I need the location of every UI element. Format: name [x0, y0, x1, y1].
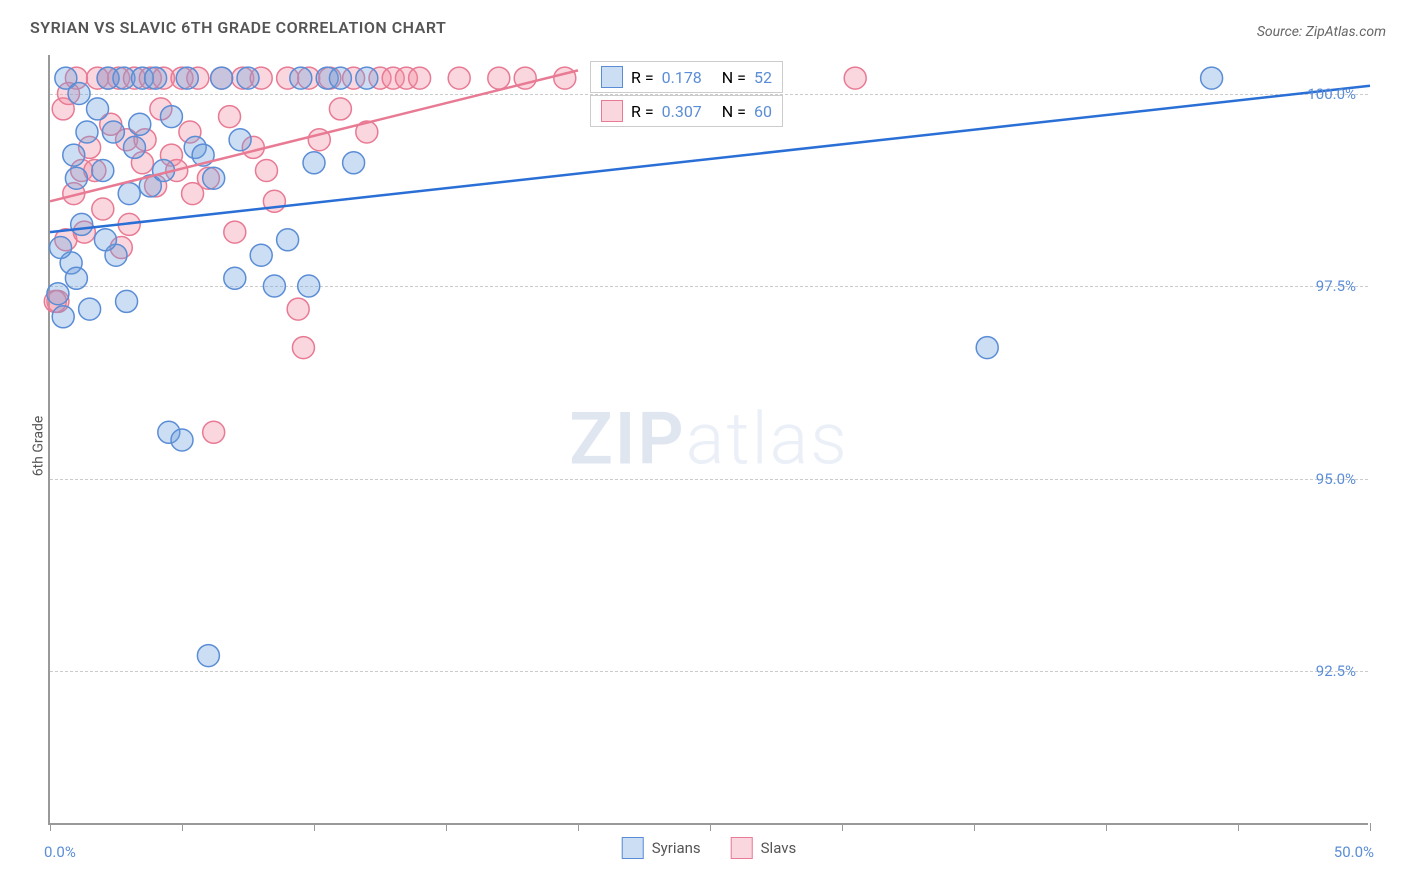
point-syrians — [52, 306, 74, 328]
point-syrians — [263, 275, 285, 297]
point-syrians — [277, 229, 299, 251]
point-syrians — [171, 429, 193, 451]
point-syrians — [118, 183, 140, 205]
point-syrians — [224, 267, 246, 289]
stats-row-slavs: R = 0.307 N = 60 — [590, 95, 783, 127]
point-syrians — [237, 67, 259, 89]
point-slavs — [292, 337, 314, 359]
point-slavs — [409, 67, 431, 89]
stats-swatch-slavs — [601, 100, 623, 122]
r-value-syrians: 0.178 — [662, 68, 702, 87]
point-syrians — [356, 67, 378, 89]
point-slavs — [182, 183, 204, 205]
point-slavs — [488, 67, 510, 89]
stats-row-syrians: R = 0.178 N = 52 — [590, 61, 783, 93]
point-slavs — [255, 160, 277, 182]
point-syrians — [116, 290, 138, 312]
point-slavs — [92, 198, 114, 220]
point-slavs — [224, 221, 246, 243]
point-syrians — [329, 67, 351, 89]
point-syrians — [298, 275, 320, 297]
n-value-slavs: 60 — [754, 102, 772, 121]
point-syrians — [203, 167, 225, 189]
point-syrians — [68, 83, 90, 105]
n-label: N = — [722, 102, 746, 121]
r-label: R = — [631, 102, 654, 121]
xtick — [1238, 823, 1239, 831]
point-syrians — [250, 244, 272, 266]
point-slavs — [448, 67, 470, 89]
xtick — [578, 823, 579, 831]
xtick — [842, 823, 843, 831]
point-slavs — [554, 67, 576, 89]
point-syrians — [129, 113, 151, 135]
r-label: R = — [631, 68, 654, 87]
chart-title: SYRIAN VS SLAVIC 6TH GRADE CORRELATION C… — [30, 18, 446, 37]
point-syrians — [303, 152, 325, 174]
ytick-label: 100.0% — [1307, 85, 1356, 103]
legend-swatch-slavs — [731, 837, 753, 859]
point-syrians — [63, 144, 85, 166]
series-legend: Syrians Slavs — [622, 837, 797, 859]
legend-label-slavs: Slavs — [761, 839, 797, 857]
y-axis-label: 6th Grade — [30, 416, 46, 477]
xtick-label-min: 0.0% — [44, 843, 76, 861]
xtick — [974, 823, 975, 831]
legend-item-slavs: Slavs — [731, 837, 797, 859]
n-label: N = — [722, 68, 746, 87]
source-label: Source: ZipAtlas.com — [1257, 24, 1386, 40]
point-syrians — [50, 237, 72, 259]
point-syrians — [145, 67, 167, 89]
point-slavs — [287, 298, 309, 320]
point-syrians — [211, 67, 233, 89]
legend-item-syrians: Syrians — [622, 837, 701, 859]
xtick — [1106, 823, 1107, 831]
point-syrians — [76, 121, 98, 143]
xtick-label-max: 50.0% — [1334, 843, 1374, 861]
ytick-label: 92.5% — [1316, 662, 1356, 680]
xtick — [314, 823, 315, 831]
point-syrians — [87, 98, 109, 120]
r-value-slavs: 0.307 — [662, 102, 702, 121]
ytick-label: 97.5% — [1316, 277, 1356, 295]
point-syrians — [65, 267, 87, 289]
plot-area: ZIPatlas R = 0.178 N = 52 R = 0.307 N = … — [48, 55, 1368, 825]
point-syrians — [976, 337, 998, 359]
point-syrians — [79, 298, 101, 320]
xtick — [182, 823, 183, 831]
point-syrians — [229, 129, 251, 151]
point-syrians — [65, 167, 87, 189]
point-syrians — [176, 67, 198, 89]
point-slavs — [329, 98, 351, 120]
n-value-syrians: 52 — [754, 68, 772, 87]
legend-label-syrians: Syrians — [652, 839, 701, 857]
point-syrians — [1201, 67, 1223, 89]
plot-svg — [50, 55, 1368, 823]
legend-swatch-syrians — [622, 837, 644, 859]
point-syrians — [102, 121, 124, 143]
xtick — [1370, 823, 1371, 831]
point-syrians — [343, 152, 365, 174]
point-syrians — [290, 67, 312, 89]
ytick-label: 95.0% — [1316, 470, 1356, 488]
point-syrians — [71, 213, 93, 235]
point-slavs — [844, 67, 866, 89]
stats-swatch-syrians — [601, 66, 623, 88]
point-syrians — [197, 645, 219, 667]
xtick — [446, 823, 447, 831]
point-syrians — [123, 136, 145, 158]
point-slavs — [219, 106, 241, 128]
xtick — [50, 823, 51, 831]
point-syrians — [47, 283, 69, 305]
point-syrians — [94, 229, 116, 251]
xtick — [710, 823, 711, 831]
point-slavs — [203, 421, 225, 443]
point-syrians — [160, 106, 182, 128]
point-syrians — [92, 160, 114, 182]
